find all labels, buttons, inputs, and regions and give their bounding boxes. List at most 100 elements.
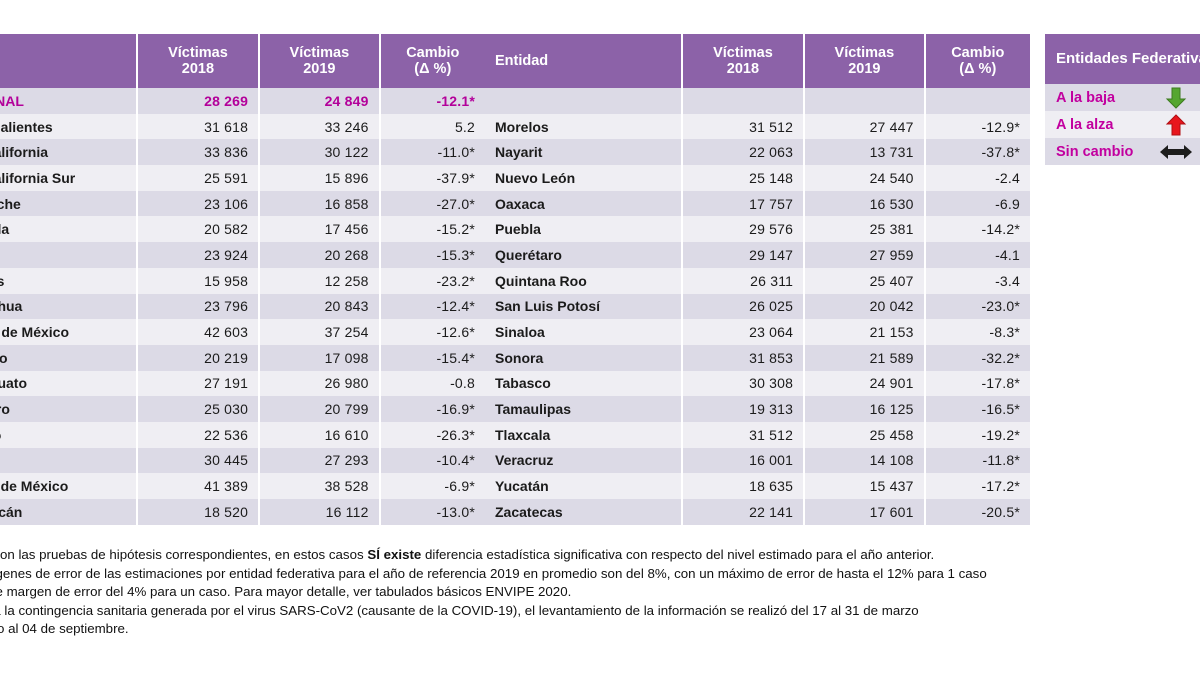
cell-victimas-2018: 18 520 xyxy=(137,499,261,525)
column-header-victimas-2018: Víctimas 2018 xyxy=(137,34,261,88)
cell-victimas-2018: 25 591 xyxy=(137,165,261,191)
cell-victimas-2018: 16 001 xyxy=(682,447,806,474)
cell-victimas-2019: 24 849 xyxy=(260,88,381,114)
cell-entidad: Hidalgo xyxy=(0,421,138,448)
header-line-2: 2019 xyxy=(303,61,336,77)
cell-victimas-2019: 37 254 xyxy=(260,319,381,345)
cell-cambio: -15.4* xyxy=(380,344,485,371)
cell-cambio: -20.5* xyxy=(925,499,1030,525)
header-line-1: Víctimas xyxy=(713,44,773,61)
column-header-victimas-2018: Víctimas 2018 xyxy=(682,34,806,88)
table-row: San Luis Potosí 26 025 20 042 -23.0* xyxy=(485,293,1030,320)
cell-entidad: Coahuila xyxy=(0,216,138,243)
cell-victimas-2019: 17 456 xyxy=(260,216,381,243)
cell-entidad: Durango xyxy=(0,344,138,371)
cell-victimas-2018: 23 064 xyxy=(682,319,806,345)
column-header-cambio: Cambio (Δ %) xyxy=(925,34,1030,88)
cell-entidad: Chiapas xyxy=(0,267,138,294)
footnote-line-5: y del 06 de julio al 04 de septiembre. xyxy=(0,621,129,637)
cell-entidad: Oaxaca xyxy=(485,190,683,217)
legend-box: Entidades Federativas A la baja A la alza… xyxy=(1045,34,1200,165)
cell-victimas-2018: 23 106 xyxy=(137,190,261,217)
arrow-up-icon xyxy=(1158,113,1194,136)
footnote-line-1: * De acuerdo con las pruebas de hipótesi… xyxy=(0,546,1200,565)
legend-item-label: A la baja xyxy=(1056,89,1116,106)
cell-victimas-2019 xyxy=(805,88,926,114)
footnotes: * De acuerdo con las pruebas de hipótesi… xyxy=(0,546,1200,639)
cell-entidad: Sinaloa xyxy=(485,319,683,345)
footnote-1a: * De acuerdo con las pruebas de hipótesi… xyxy=(0,547,364,562)
legend-item: A la baja xyxy=(1045,84,1200,111)
cell-entidad: Michoacán xyxy=(0,499,138,525)
cell-entidad: Tabasco xyxy=(485,370,683,397)
cell-cambio: 5.2 xyxy=(380,113,485,140)
cell-cambio: -27.0* xyxy=(380,190,485,217)
cell-cambio: -26.3* xyxy=(380,421,485,448)
cell-victimas-2019: 13 731 xyxy=(805,139,926,166)
cell-cambio: -16.5* xyxy=(925,396,1030,422)
footnote-line-3: y un mínimo de margen de error del 4% pa… xyxy=(0,584,572,600)
cell-victimas-2019: 20 843 xyxy=(260,293,381,320)
cell-entidad: Chihuahua xyxy=(0,293,138,320)
cell-victimas-2018: 29 147 xyxy=(682,242,806,268)
column-header-victimas-2019: Víctimas 2019 xyxy=(260,34,381,88)
cell-victimas-2018: 31 618 xyxy=(137,113,261,140)
cell-victimas-2018: 26 025 xyxy=(682,293,806,320)
cell-victimas-2018: 20 582 xyxy=(137,216,261,243)
column-header-entidad: Entidad xyxy=(485,34,683,88)
cell-victimas-2018: 33 836 xyxy=(137,139,261,166)
header-line-2: 2018 xyxy=(726,61,760,77)
cell-cambio: -4.1 xyxy=(925,242,1030,268)
cell-cambio: -6.9* xyxy=(380,473,485,499)
cell-cambio: -15.2* xyxy=(380,216,485,243)
cell-cambio: -37.9* xyxy=(380,165,485,191)
cell-victimas-2018: 26 311 xyxy=(682,267,806,294)
cell-entidad: Aguascalientes xyxy=(0,113,138,140)
cell-victimas-2019: 25 381 xyxy=(805,216,926,243)
cell-entidad: Nayarit xyxy=(485,139,683,166)
cell-cambio: -11.0* xyxy=(380,139,485,166)
cell-victimas-2018: 41 389 xyxy=(137,473,261,499)
table-header-row: Entidad Víctimas 2018 Víctimas 2019 Camb… xyxy=(485,34,1030,88)
table-header-row: ad Víctimas 2018 Víctimas 2019 Cambio (Δ… xyxy=(0,34,485,88)
cell-cambio: -17.2* xyxy=(925,473,1030,499)
cell-cambio: -6.9 xyxy=(925,190,1030,217)
arrow-left-right-icon xyxy=(1158,142,1194,162)
column-header-cambio: Cambio (Δ %) xyxy=(380,34,485,88)
cell-victimas-2019: 14 108 xyxy=(805,447,926,474)
cell-victimas-2019: 20 799 xyxy=(260,396,381,422)
table-row: Tabasco 30 308 24 901 -17.8* xyxy=(485,370,1030,397)
cell-cambio: -2.4 xyxy=(925,165,1030,191)
cell-victimas-2019: 20 042 xyxy=(805,293,926,320)
cell-victimas-2019: 16 530 xyxy=(805,190,926,217)
cell-victimas-2018: 31 512 xyxy=(682,113,806,140)
cell-cambio: -15.3* xyxy=(380,242,485,268)
cell-victimas-2018: 28 269 xyxy=(137,88,261,114)
cell-entidad: Morelos xyxy=(485,113,683,140)
table-row: Nuevo León 25 148 24 540 -2.4 xyxy=(485,165,1030,191)
table-row: Oaxaca 17 757 16 530 -6.9 xyxy=(485,190,1030,217)
cell-cambio: -12.9* xyxy=(925,113,1030,140)
header-line-2: 2018 xyxy=(181,61,215,77)
cell-victimas-2019: 16 858 xyxy=(260,190,381,217)
cell-victimas-2018: 22 063 xyxy=(682,139,806,166)
cell-victimas-2019: 26 980 xyxy=(260,370,381,397)
cell-victimas-2019: 33 246 xyxy=(260,113,381,140)
cell-victimas-2019: 21 589 xyxy=(805,344,926,371)
header-line-2: 2019 xyxy=(848,61,881,77)
cell-victimas-2018 xyxy=(682,88,806,114)
legend-title: Entidades Federativas xyxy=(1045,34,1200,84)
cell-entidad: Estado de México xyxy=(0,473,138,499)
cell-victimas-2018: 20 219 xyxy=(137,344,261,371)
cell-entidad: Querétaro xyxy=(485,242,683,268)
column-header-victimas-2019: Víctimas 2019 xyxy=(805,34,926,88)
legend-item-label: A la alza xyxy=(1056,116,1114,133)
cell-entidad: Guanajuato xyxy=(0,370,138,397)
cell-victimas-2019: 25 458 xyxy=(805,421,926,448)
